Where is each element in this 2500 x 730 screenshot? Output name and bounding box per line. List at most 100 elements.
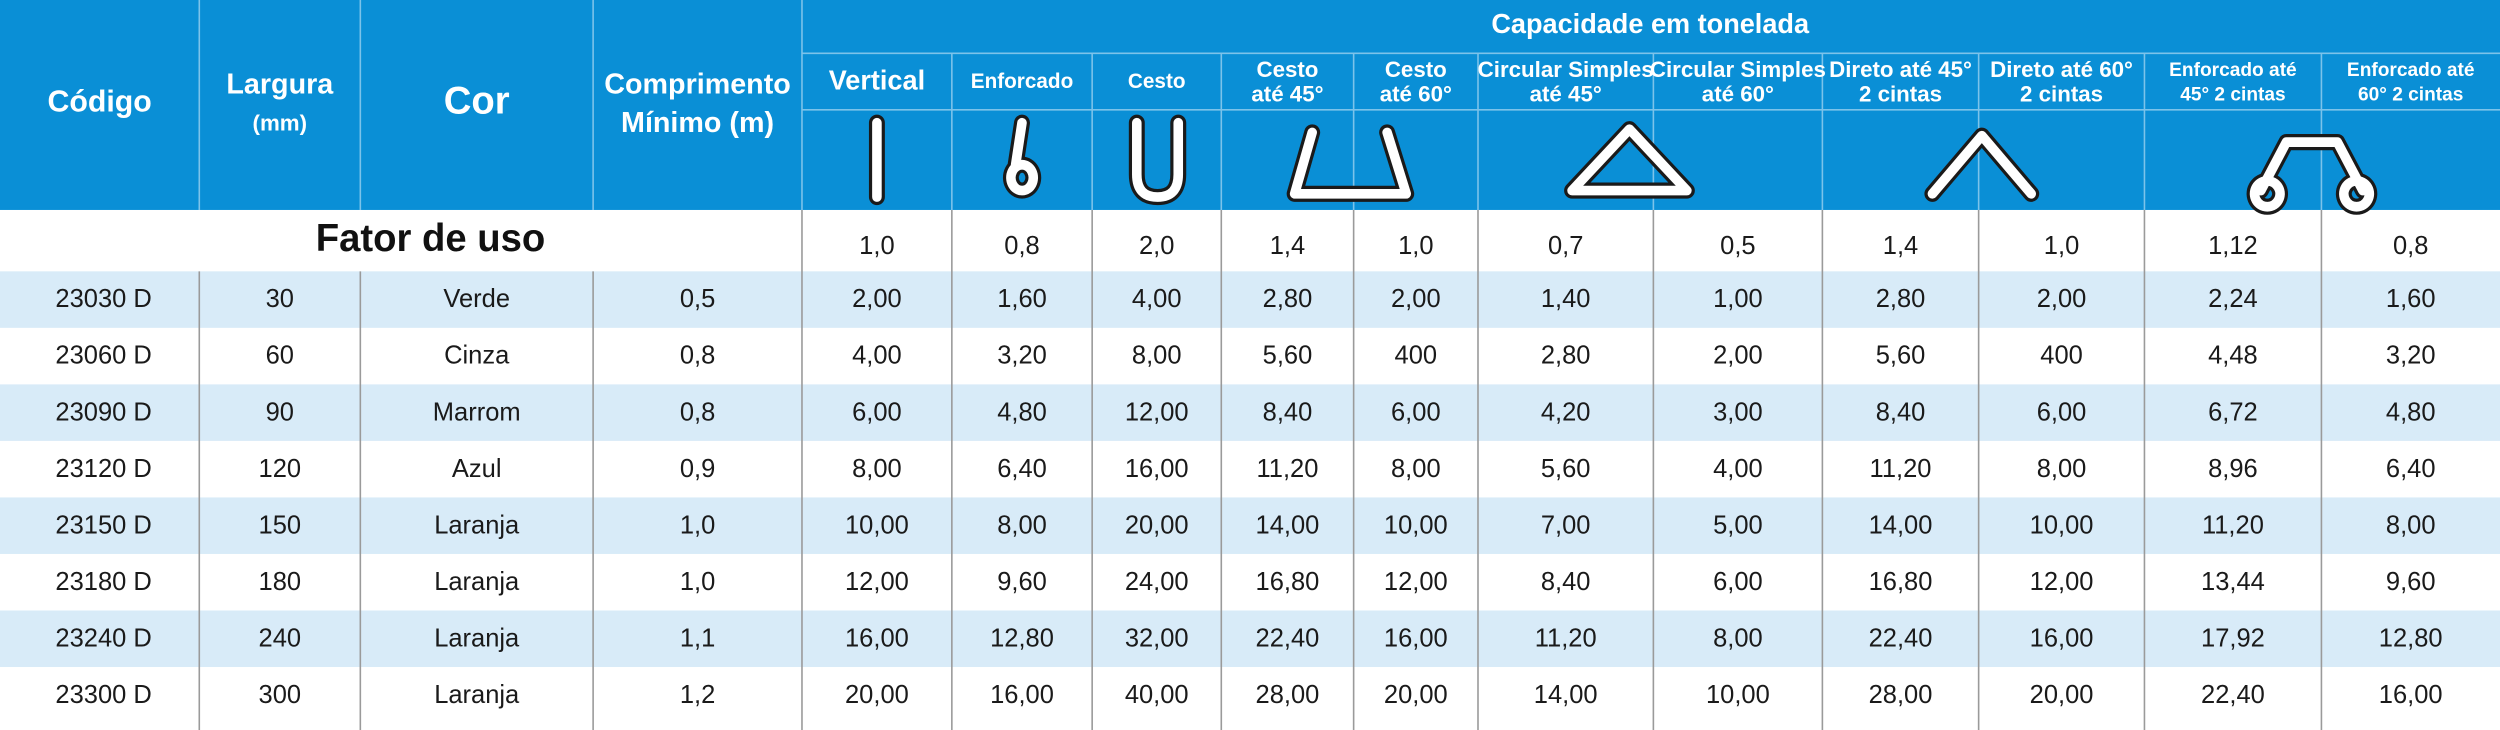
cell: 10,00 [845, 511, 909, 539]
cell: 2,80 [1876, 285, 1926, 313]
column-header: Enforcado [971, 70, 1073, 93]
column-header: Cesto [1128, 70, 1186, 93]
cell: 5,60 [1263, 342, 1313, 370]
column-header: Vertical [829, 64, 925, 95]
cell: 6,40 [2386, 455, 2436, 483]
cell: 6,00 [852, 398, 902, 426]
column-header: até 60° [1702, 81, 1774, 106]
fator-value: 1,4 [1883, 232, 1918, 260]
cell: 6,40 [997, 455, 1047, 483]
cell: 150 [259, 511, 302, 539]
cell: 0,9 [680, 455, 715, 483]
column-header: 2 cintas [1859, 81, 1942, 106]
cell: 4,80 [2386, 398, 2436, 426]
cell: 23060 D [55, 342, 151, 370]
cell: 1,40 [1541, 285, 1591, 313]
cell: 8,00 [1132, 342, 1182, 370]
fator-value: 1,0 [1398, 232, 1433, 260]
cell: Verde [443, 285, 510, 313]
row-bg [0, 384, 2500, 441]
cell: 32,00 [1125, 624, 1189, 652]
cell: 3,00 [1713, 398, 1763, 426]
cell: 4,00 [1132, 285, 1182, 313]
header-bg [0, 0, 2500, 210]
cell: 24,00 [1125, 568, 1189, 596]
capacity-title: Capacidade em tonelada [1491, 8, 1809, 39]
cell: 2,00 [2037, 285, 2087, 313]
cell: 6,00 [1713, 568, 1763, 596]
cell: 8,40 [1541, 568, 1591, 596]
cell: 9,60 [997, 568, 1047, 596]
cell: 1,60 [997, 285, 1047, 313]
cell: 8,00 [997, 511, 1047, 539]
cell: 40,00 [1125, 681, 1189, 709]
column-header: até 45° [1251, 81, 1323, 106]
header-label: Código [48, 84, 152, 118]
column-header: Cesto [1385, 57, 1447, 82]
row-bg [0, 610, 2500, 668]
fator-value: 0,5 [1720, 232, 1755, 260]
cell: 2,00 [1391, 285, 1441, 313]
cell: 300 [259, 681, 302, 709]
cell: 23300 D [55, 681, 151, 709]
fator-value: 1,0 [859, 232, 894, 260]
column-header: até 60° [1380, 81, 1452, 106]
cell: 13,44 [2201, 568, 2265, 596]
cell: 16,80 [1869, 568, 1933, 596]
cell: 12,00 [2030, 568, 2094, 596]
cell: 22,40 [1256, 624, 1320, 652]
icon [1006, 117, 1038, 196]
cell: 23180 D [55, 568, 151, 596]
cell: 20,00 [845, 681, 909, 709]
cell: 6,72 [2208, 398, 2258, 426]
cell: 4,00 [1713, 455, 1763, 483]
column-header: 60° 2 cintas [2358, 84, 2463, 105]
cell: 8,40 [1263, 398, 1313, 426]
header-label: Comprimento [604, 68, 790, 100]
cell: Laranja [434, 624, 520, 652]
cell: 12,00 [1384, 568, 1448, 596]
cell: 28,00 [1256, 681, 1320, 709]
column-header: Circular Simples [1650, 57, 1826, 82]
cell: 5,60 [1876, 342, 1926, 370]
cell: 11,20 [1535, 624, 1597, 652]
cell: 1,0 [680, 568, 715, 596]
icon [1289, 127, 1412, 199]
icon [1132, 117, 1184, 202]
row-bg [0, 497, 2500, 554]
column-header: até 45° [1530, 81, 1602, 106]
fator-value: 2,0 [1139, 232, 1174, 260]
cell: 10,00 [2030, 511, 2094, 539]
cell: 5,60 [1541, 455, 1591, 483]
fator-value: 0,8 [2393, 232, 2428, 260]
cell: 20,00 [1125, 511, 1189, 539]
column-header: Enforcado até [2347, 60, 2475, 81]
cell: 5,00 [1713, 511, 1763, 539]
cell: 23120 D [55, 455, 151, 483]
header-label: Largura [226, 68, 334, 100]
cell: 8,00 [1391, 455, 1441, 483]
cell: Azul [452, 455, 502, 483]
cell: 23150 D [55, 511, 151, 539]
column-header: 2 cintas [2020, 81, 2103, 106]
cell: Laranja [434, 568, 520, 596]
fator-value: 0,8 [1004, 232, 1039, 260]
cell: 2,80 [1541, 342, 1591, 370]
column-header: 45° 2 cintas [2180, 84, 2285, 105]
cell: 16,00 [990, 681, 1054, 709]
cell: 12,80 [2379, 624, 2443, 652]
cell: 20,00 [2030, 681, 2094, 709]
cell: 240 [259, 624, 302, 652]
cell: 14,00 [1869, 511, 1933, 539]
cell: 8,00 [2386, 511, 2436, 539]
cell: Laranja [434, 681, 520, 709]
icon [2249, 137, 2375, 212]
cell: 180 [259, 568, 302, 596]
cell: 6,00 [1391, 398, 1441, 426]
cell: 11,20 [1257, 455, 1319, 483]
icon [1567, 124, 1692, 196]
cell: 16,00 [2030, 624, 2094, 652]
cell: 0,8 [680, 398, 715, 426]
cell: 12,00 [1125, 398, 1189, 426]
cell: 16,00 [1384, 624, 1448, 652]
